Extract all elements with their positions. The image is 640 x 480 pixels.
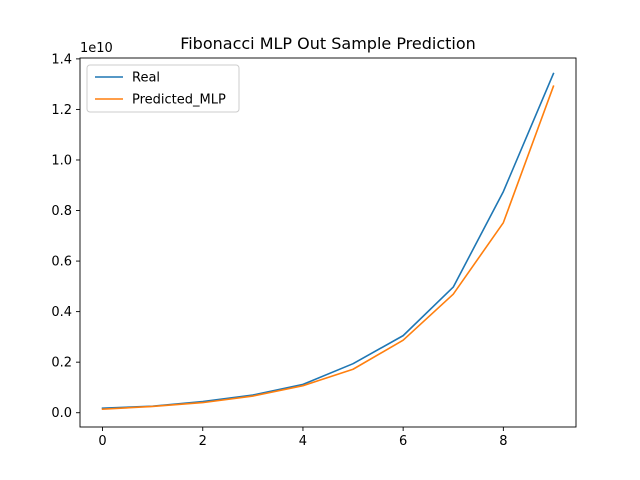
x-tick-label: 8 <box>499 434 507 449</box>
legend-label-2: Predicted_MLP <box>132 93 226 108</box>
y-tick-label: 0.8 <box>51 204 72 219</box>
y-tick-label: 1.2 <box>51 103 72 118</box>
legend-label-1: Real <box>132 71 160 86</box>
legend-box <box>86 64 240 113</box>
y-tick-label: 1.0 <box>51 153 72 168</box>
axes: 0 2 4 6 8 0.0 0.2 0.4 0.6 0.8 1.0 1.2 1.4 <box>51 52 577 449</box>
series-line-2 <box>101 85 555 411</box>
x-tick-label: 2 <box>199 434 207 449</box>
legend: Real Predicted_MLP <box>86 64 240 113</box>
x-tick-label: 4 <box>299 434 307 449</box>
x-tick-label: 6 <box>399 434 407 449</box>
x-tick-label: 0 <box>98 434 106 449</box>
y-tick-label: 0.4 <box>51 305 72 320</box>
y-tick-label: 0.0 <box>51 406 72 421</box>
y-scale-label: 1e10 <box>80 41 113 56</box>
chart-title: Fibonacci MLP Out Sample Prediction <box>180 34 476 53</box>
y-tick-label: 0.2 <box>51 356 72 371</box>
y-tick-label: 0.6 <box>51 255 72 270</box>
y-tick-label: 1.4 <box>51 52 72 67</box>
plot-area <box>101 72 555 411</box>
axes-frame <box>79 57 577 428</box>
